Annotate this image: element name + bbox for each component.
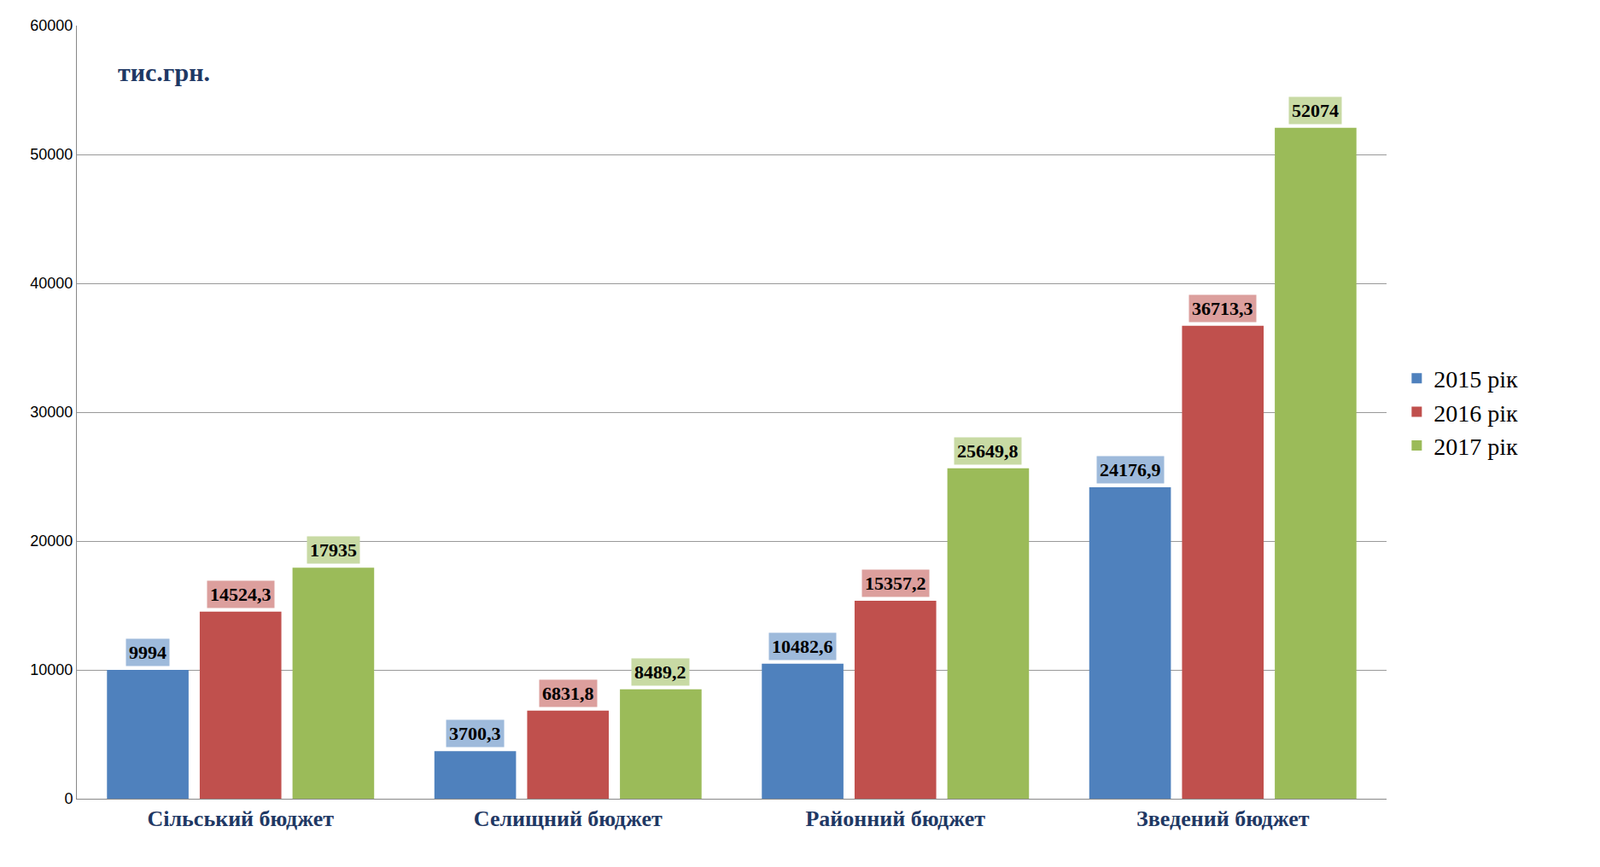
svg-text:3700,3: 3700,3: [449, 723, 502, 745]
svg-text:15357,2: 15357,2: [864, 572, 927, 595]
svg-text:36713,3: 36713,3: [1191, 297, 1254, 320]
svg-text:2015 рік: 2015 рік: [1433, 366, 1519, 393]
svg-text:20000: 20000: [29, 532, 73, 550]
svg-text:52074: 52074: [1291, 99, 1339, 122]
svg-text:0: 0: [64, 790, 73, 808]
svg-text:6831,8: 6831,8: [542, 683, 595, 705]
svg-text:50000: 50000: [29, 145, 73, 164]
svg-text:Зведений бюджет: Зведений бюджет: [1136, 806, 1310, 832]
svg-text:10000: 10000: [29, 661, 73, 679]
svg-text:40000: 40000: [29, 274, 73, 292]
svg-text:Сільський бюджет: Сільський бюджет: [147, 806, 335, 832]
svg-text:Селищний бюджет: Селищний бюджет: [473, 806, 663, 832]
svg-text:8489,2: 8489,2: [634, 661, 687, 684]
svg-text:30000: 30000: [29, 403, 73, 421]
svg-text:24176,9: 24176,9: [1099, 459, 1162, 481]
svg-text:14524,3: 14524,3: [210, 583, 272, 606]
svg-text:25649,8: 25649,8: [957, 440, 1019, 462]
svg-text:17935: 17935: [309, 539, 357, 561]
svg-text:тис.грн.: тис.грн.: [117, 58, 211, 87]
svg-text:10482,6: 10482,6: [771, 636, 834, 658]
svg-text:Районний бюджет: Районний бюджет: [805, 806, 986, 832]
svg-text:60000: 60000: [29, 17, 73, 35]
svg-text:2016 рік: 2016 рік: [1433, 400, 1519, 427]
svg-text:2017 рік: 2017 рік: [1433, 433, 1519, 461]
svg-text:9994: 9994: [128, 642, 167, 664]
